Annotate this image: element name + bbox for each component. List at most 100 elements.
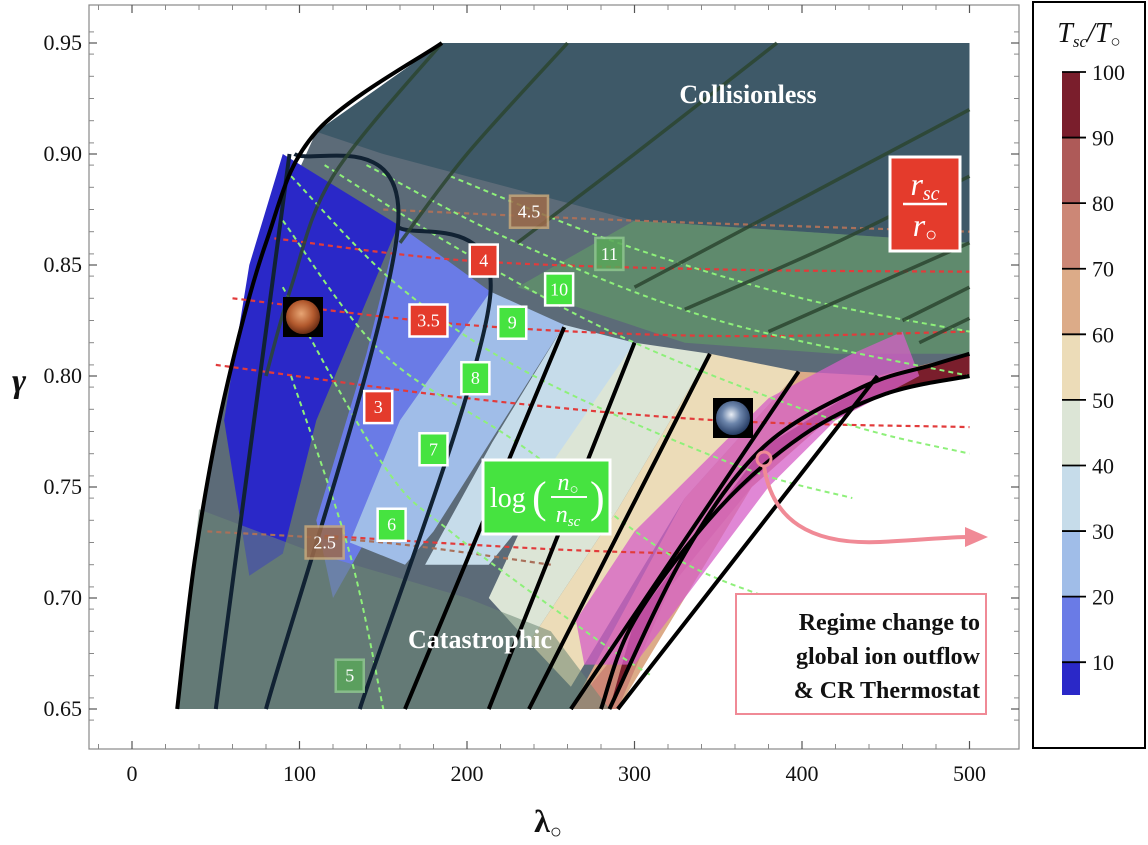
green-region [517,220,970,354]
svg-text:2.5: 2.5 [313,533,336,553]
svg-text:10: 10 [550,279,568,299]
temperature-contour [527,352,712,710]
density-ratio-legend: log ( n○ nsc ) [481,458,612,536]
y-tick-label: 0.85 [44,252,83,277]
colorbar-band [1062,596,1080,663]
left-boundary-curve [175,41,444,710]
colorbar-band [1062,531,1080,597]
svg-text:rsc: rsc [910,166,939,205]
svg-text:5: 5 [345,666,354,686]
density-line [290,375,385,710]
temperature-contour [264,152,401,710]
right-boundary-curve [599,374,970,710]
contour-extension [633,108,971,289]
contour-value-label: 9 [496,305,528,340]
temperature-contour [569,370,801,711]
x-tick-label: 300 [618,761,651,786]
svg-text:11: 11 [601,244,618,264]
temperature-contour [213,153,292,710]
mars-marker [283,297,323,337]
x-axis-label: λ○ [534,803,562,840]
colorbar-tick-label: 50 [1092,388,1114,413]
colorbar-title: Tsc/T○ [1057,18,1120,51]
svg-text:4.5: 4.5 [518,202,541,222]
svg-text:): ) [590,473,605,522]
x-tick-label: 400 [786,761,819,786]
y-tick-label: 0.75 [44,474,83,499]
colorbar-band [1062,137,1080,204]
density-line [290,175,853,500]
colorbar: Tsc/T○ 10 20 30 40 50 60 70 80 90 100 [1032,1,1146,749]
svg-text:log: log [490,483,526,514]
contour-value-label: 7 [418,432,449,467]
contour-value-label: 2.5 [304,525,345,560]
svg-text:6: 6 [387,515,396,535]
svg-text:r○: r○ [913,207,938,246]
radius-ratio-legend: rsc r○ [888,155,962,253]
colorbar-band [1062,662,1080,695]
svg-text:global ion outflow: global ion outflow [796,644,981,670]
radius-ratio-line [274,237,970,273]
x-tick-label: 100 [283,761,316,786]
density-line [366,164,970,377]
density-line [449,175,970,333]
catastrophic-label: Catastrophic [408,625,552,654]
contour-value-label: 8 [460,360,491,396]
radius-ratio-line [383,208,970,233]
collisionless-region [316,43,970,243]
regime-arrow [755,450,988,547]
contour-value-label: 10 [543,272,575,307]
svg-text:& CR Thermostat: & CR Thermostat [794,678,980,704]
svg-text:nsc: nsc [556,502,581,530]
radius-ratio-line [232,297,970,338]
radius-ratio-line [324,534,685,555]
collisionless-label: Collisionless [679,80,816,109]
contour-value-label: 3.5 [408,303,449,338]
temperature-contour [607,351,971,710]
contour-extension [398,41,569,244]
colorbar-band [1062,72,1080,138]
y-axis-label: γ [12,363,27,400]
radius-ratio-line [215,363,970,429]
y-tick-label: 0.90 [44,141,83,166]
contour-value-label: 5 [334,658,365,693]
svg-text:7: 7 [429,439,438,459]
contour-value-label: 11 [594,236,625,272]
x-tick-label: 200 [451,761,484,786]
svg-text:Regime change to: Regime change to [799,610,980,636]
svg-text:(: ( [532,473,547,522]
regime-note: Regime change to global ion outflow & CR… [735,593,987,715]
temperature-band [425,324,635,565]
colorbar-tick-label: 70 [1092,257,1114,282]
svg-text:4: 4 [479,251,488,271]
svg-text:9: 9 [508,313,517,333]
y-tick-label: 0.80 [44,363,83,388]
colorbar-band [1062,399,1080,466]
contour-value-label: 4 [468,243,499,278]
svg-text:3: 3 [374,397,383,417]
colorbar-tick-label: 30 [1092,519,1114,544]
contour-extension [264,41,444,377]
density-line [281,286,652,677]
contour-value-label: 3 [362,389,394,425]
colorbar-tick-label: 60 [1092,322,1114,347]
colorbar-tick-label: 10 [1092,650,1114,675]
temperature-band [224,154,399,576]
colorbar-tick-label: 80 [1092,191,1114,216]
y-tick-label: 0.65 [44,696,83,721]
colorbar-band [1062,465,1080,532]
y-tick-label: 0.70 [44,585,83,610]
temperature-contour [357,225,493,710]
colorbar-band [1062,268,1080,335]
svg-text:8: 8 [471,368,480,388]
x-tick-label: 0 [127,761,138,786]
contour-value-label: 6 [376,507,407,542]
colorbar-tick-label: 100 [1092,60,1125,85]
x-tick-label: 500 [953,761,986,786]
contour-extension [901,285,971,323]
colorbar-band [1062,334,1080,400]
earth-marker [713,398,753,438]
contour-extension [767,241,971,334]
y-tick-label: 0.95 [44,30,83,55]
contour-extension [918,316,971,345]
